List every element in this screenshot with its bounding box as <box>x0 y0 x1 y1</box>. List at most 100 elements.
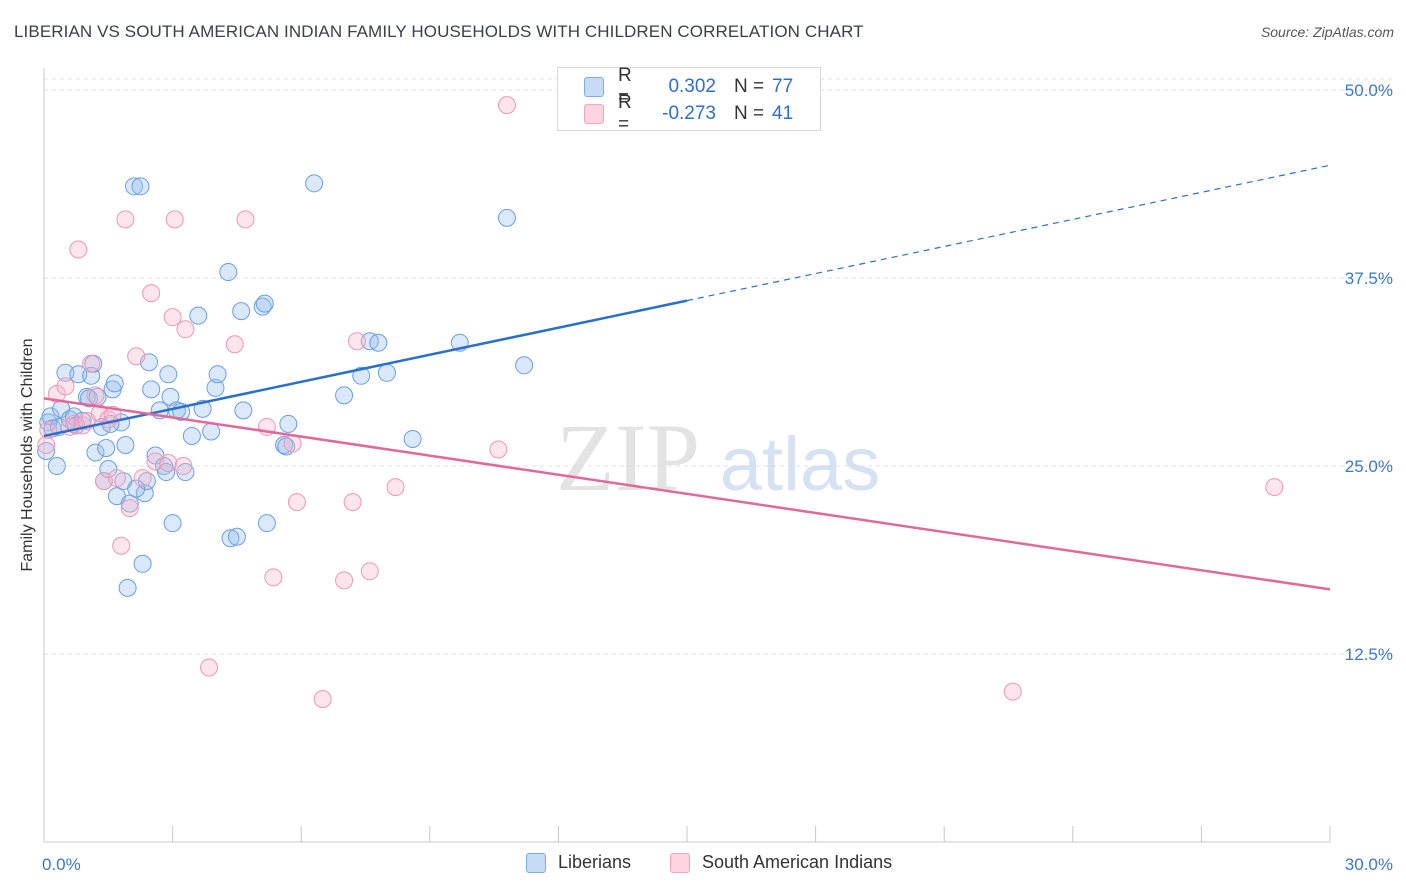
liberian-point <box>105 374 124 393</box>
liberians-swatch <box>584 77 604 97</box>
sai-point <box>200 658 219 677</box>
liberian-point <box>97 438 116 457</box>
liberian-point <box>377 363 396 382</box>
liberian-point <box>118 578 137 597</box>
liberian-point <box>515 356 534 375</box>
sai-point <box>313 690 332 709</box>
liberian-point <box>159 365 178 384</box>
liberian-point <box>182 426 201 445</box>
y-tick-label: 25.0% <box>1345 457 1393 476</box>
liberian-point <box>352 366 371 385</box>
sai-point <box>142 284 161 303</box>
liberian-point <box>157 463 176 482</box>
tick-labels: 12.5% 25.0% 37.5% 50.0% 0.0% 30.0% <box>42 81 1393 874</box>
liberian-point <box>125 177 144 196</box>
liberian-point <box>189 306 208 325</box>
liberian-point <box>232 302 251 321</box>
sai-point <box>489 440 508 459</box>
axes <box>43 68 1331 843</box>
n-value: 41 <box>772 103 794 124</box>
watermark-atlas: atlas <box>720 422 881 507</box>
liberian-point <box>133 554 152 573</box>
sai-point <box>133 469 152 488</box>
liberian-point <box>206 378 225 397</box>
r-value: 0.302 <box>668 76 716 97</box>
sai-point <box>497 96 516 115</box>
sai-point <box>86 386 105 405</box>
liberian-point <box>120 494 139 513</box>
watermark: ZIP atlas <box>556 404 880 511</box>
sai-point <box>56 377 75 396</box>
n-label: N = <box>734 103 765 124</box>
liberian-point <box>163 514 182 533</box>
sai-trend-line <box>43 397 1331 591</box>
source-label: Source: ZipAtlas.com <box>1260 24 1394 40</box>
liberian-point <box>47 457 66 476</box>
sai-point <box>283 434 302 453</box>
liberian-point <box>257 514 276 533</box>
liberians-trend-extension <box>686 164 1331 302</box>
sai-point <box>343 493 362 512</box>
r-label: R = <box>618 65 632 108</box>
liberian-point <box>255 294 274 313</box>
trend-lines <box>43 164 1331 591</box>
legend-label: Liberians <box>558 852 632 872</box>
sai-point <box>127 347 146 366</box>
legend-label: South American Indians <box>702 852 893 872</box>
liberian-point <box>208 365 227 384</box>
liberian-point <box>37 442 56 460</box>
liberian-point <box>142 380 161 399</box>
sai-point <box>287 493 306 512</box>
sai-point <box>103 405 122 424</box>
legend-item-south-american-indians[interactable]: South American Indians <box>670 852 892 873</box>
liberian-point <box>403 429 422 448</box>
liberian-point <box>227 527 246 546</box>
sai-point <box>236 210 255 229</box>
sai-point <box>116 210 135 229</box>
sai-point <box>163 308 182 327</box>
sai-point <box>335 571 354 590</box>
sai-point <box>347 332 366 351</box>
liberian-point <box>127 479 146 498</box>
legend-item-liberians[interactable]: Liberians <box>526 852 631 873</box>
sai-point <box>176 320 195 339</box>
sai-point <box>146 452 165 471</box>
x-tick-label: 0.0% <box>42 855 81 874</box>
sai-point <box>174 457 193 476</box>
sai-point <box>159 454 178 473</box>
sai-point <box>225 335 244 354</box>
y-tick-label: 50.0% <box>1345 81 1393 100</box>
liberian-point <box>497 208 516 227</box>
sai-swatch <box>670 852 690 873</box>
sai-point <box>82 354 101 373</box>
sai-point <box>1003 682 1022 701</box>
chart-title: LIBERIAN VS SOUTH AMERICAN INDIAN FAMILY… <box>14 22 864 41</box>
sai-point <box>165 210 184 229</box>
sai-point <box>107 469 126 488</box>
n-value: 77 <box>772 76 794 97</box>
r-label: R = <box>618 92 632 135</box>
liberian-point <box>86 443 105 462</box>
series-legend: Liberians South American Indians <box>0 852 1406 878</box>
sai-point <box>112 536 131 555</box>
watermark-zip: ZIP <box>556 404 700 511</box>
liberian-point <box>219 263 238 282</box>
liberian-point <box>131 177 150 196</box>
liberian-point <box>305 174 324 193</box>
sai-point <box>264 568 283 587</box>
x-tick-label: 30.0% <box>1345 855 1393 874</box>
liberian-point <box>369 333 388 352</box>
legend-row-liberians: R = 0.302 N = 77 <box>584 65 794 108</box>
liberian-point <box>335 386 354 405</box>
legend-row-south-american-indians: R = -0.273 N = 41 <box>584 92 794 135</box>
n-label: N = <box>734 76 765 97</box>
liberian-point <box>253 297 272 316</box>
y-tick-label: 37.5% <box>1345 269 1393 288</box>
liberian-point <box>279 414 298 433</box>
y-tick-label: 12.5% <box>1345 645 1393 664</box>
sai-point <box>1265 478 1284 497</box>
data-points <box>37 96 1284 709</box>
sai-point <box>37 435 56 454</box>
liberian-point <box>116 435 135 454</box>
